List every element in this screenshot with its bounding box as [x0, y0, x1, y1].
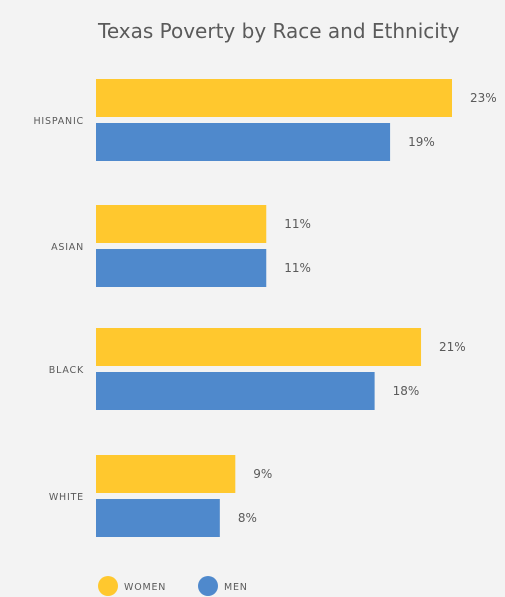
value-label-asian-women: 11% — [284, 217, 311, 231]
value-label-hispanic-men: 19% — [408, 135, 435, 149]
legend: WOMEN MEN — [98, 576, 248, 596]
bar-black-women — [96, 328, 422, 366]
value-label-white-men: 8% — [238, 511, 257, 525]
bar-black-men — [96, 372, 375, 410]
value-label-asian-men: 11% — [284, 261, 311, 275]
bar-asian-women — [96, 205, 267, 243]
value-label-black-women: 21% — [439, 340, 466, 354]
value-label-black-men: 18% — [393, 384, 420, 398]
bars-layer: HISPANIC 23% 19% ASIAN 11% 11% BLACK 21% 18% WHIT… — [33, 79, 497, 537]
legend-label-men: MEN — [224, 582, 248, 593]
category-label-asian: ASIAN — [51, 242, 84, 253]
category-label-white: WHITE — [49, 492, 84, 503]
bar-hispanic-men — [96, 123, 391, 161]
legend-marker-men — [198, 576, 218, 596]
legend-marker-women — [98, 576, 118, 596]
category-label-black: BLACK — [49, 365, 84, 376]
bar-hispanic-women — [96, 79, 452, 117]
bar-white-women — [96, 455, 236, 493]
bar-asian-men — [96, 249, 267, 287]
category-label-hispanic: HISPANIC — [33, 116, 84, 127]
chart-title: Texas Poverty by Race and Ethnicity — [97, 19, 460, 43]
value-label-white-women: 9% — [253, 467, 272, 481]
value-label-hispanic-women: 23% — [470, 91, 497, 105]
legend-label-women: WOMEN — [124, 582, 166, 593]
bar-white-men — [96, 499, 220, 537]
